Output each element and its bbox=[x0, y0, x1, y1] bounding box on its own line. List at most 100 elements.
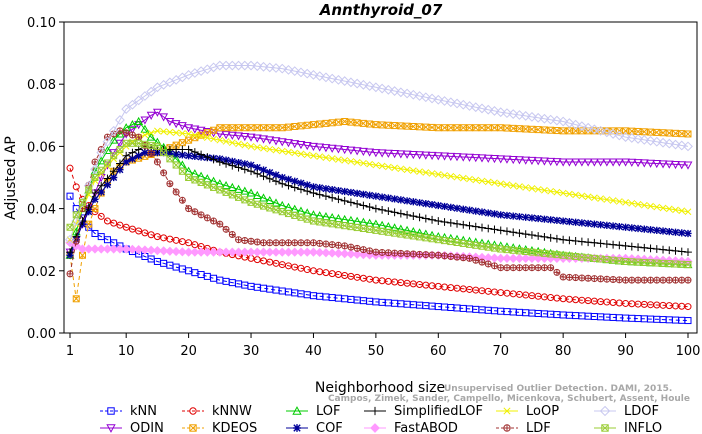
point-inflo-15-cross bbox=[154, 143, 161, 150]
point-inflo-57-cross bbox=[416, 233, 423, 241]
point-ldof-38 bbox=[296, 67, 306, 78]
point-fastabod-11 bbox=[127, 244, 138, 254]
point-kdeos-40-cross bbox=[310, 121, 317, 128]
point-simplifiedlof-24 bbox=[209, 155, 218, 164]
point-loop-91 bbox=[628, 199, 636, 207]
point-simplifiedlof-97 bbox=[665, 246, 674, 255]
point-simplifiedlof-67 bbox=[478, 223, 486, 232]
point-odin-53 bbox=[390, 150, 400, 159]
point-loop-34 bbox=[272, 146, 280, 154]
point-lof-8 bbox=[109, 135, 119, 144]
point-ldf-39-plus bbox=[304, 239, 311, 246]
series-inflo bbox=[66, 139, 692, 269]
point-fastabod-42 bbox=[321, 248, 331, 258]
point-odin-87 bbox=[602, 158, 612, 167]
point-loop-84 bbox=[584, 193, 592, 201]
point-ldf-56-plus bbox=[410, 251, 417, 258]
legend-marker-loop bbox=[503, 407, 511, 415]
point-ldof-40 bbox=[308, 69, 319, 80]
point-inflo-94-cross bbox=[647, 259, 654, 267]
point-simplifiedlof-1 bbox=[66, 248, 74, 257]
point-inflo-72-cross bbox=[509, 246, 517, 254]
point-ldof-91 bbox=[626, 133, 637, 143]
point-knn-19 bbox=[178, 265, 186, 273]
point-ldof-11 bbox=[127, 99, 138, 110]
point-kdeos-2 bbox=[72, 295, 80, 303]
point-odin-51 bbox=[377, 149, 387, 158]
point-lof-26 bbox=[221, 180, 231, 190]
point-inflo-60-cross bbox=[434, 236, 442, 244]
point-cof-65 bbox=[465, 206, 474, 214]
point-simplifiedlof-41 bbox=[315, 190, 324, 199]
point-loop-69 bbox=[491, 179, 498, 187]
point-simplifiedlof-23 bbox=[203, 153, 212, 161]
point-cof-76 bbox=[534, 214, 542, 223]
point-odin-49 bbox=[365, 148, 375, 157]
point-ldof-76 bbox=[533, 112, 544, 123]
point-simplifiedlof-20 bbox=[184, 145, 193, 154]
point-cof-18 bbox=[172, 150, 180, 158]
point-kdeos-73-cross bbox=[516, 125, 523, 133]
point-inflo-99-cross bbox=[678, 260, 686, 268]
point-fastabod-4 bbox=[84, 244, 94, 254]
point-odin-13 bbox=[140, 116, 150, 125]
point-fastabod-75 bbox=[527, 253, 537, 263]
legend-marker-knnw bbox=[189, 407, 197, 415]
point-kdeos-56-cross bbox=[409, 123, 417, 130]
point-simplifiedlof-11 bbox=[128, 148, 137, 157]
point-inflo-25-cross bbox=[216, 186, 224, 194]
point-loop-40 bbox=[310, 152, 317, 160]
point-simplifiedlof-40 bbox=[309, 189, 318, 197]
point-ldf-69-plus bbox=[491, 262, 498, 269]
point-cof-10 bbox=[122, 158, 130, 166]
point-knnw-2 bbox=[72, 183, 80, 191]
point-knn-1 bbox=[66, 192, 74, 200]
point-cof-47 bbox=[353, 189, 361, 197]
point-odin-39 bbox=[302, 141, 312, 151]
point-ldof-36 bbox=[283, 64, 294, 75]
point-loop-99 bbox=[678, 207, 686, 215]
point-simplifiedlof-50 bbox=[371, 204, 380, 213]
point-odin-21 bbox=[190, 125, 200, 134]
point-ldf-28-plus bbox=[235, 236, 242, 243]
point-fastabod-73 bbox=[514, 253, 525, 263]
point-odin-77 bbox=[539, 157, 549, 166]
point-lof-58 bbox=[421, 229, 431, 238]
point-ldof-31 bbox=[252, 61, 263, 72]
point-fastabod-28 bbox=[233, 247, 244, 257]
point-ldof-60 bbox=[433, 94, 444, 105]
point-loop-37 bbox=[291, 149, 299, 157]
point-kdeos-52-cross bbox=[385, 121, 392, 129]
point-simplifiedlof-52 bbox=[384, 207, 393, 215]
point-loop-39 bbox=[303, 151, 311, 159]
point-ldof-54 bbox=[395, 87, 406, 98]
point-knnw-7 bbox=[103, 217, 111, 225]
point-ldof-90 bbox=[620, 132, 631, 142]
point-ldf-73-plus bbox=[516, 264, 523, 271]
point-loop-44 bbox=[335, 156, 342, 163]
point-kdeos-38-cross bbox=[297, 122, 305, 130]
point-inflo-17-cross bbox=[166, 155, 174, 163]
point-lof-55 bbox=[402, 225, 412, 234]
point-ldf-99-plus bbox=[678, 277, 685, 284]
point-ldf-24-plus bbox=[210, 218, 217, 225]
point-cof-77 bbox=[540, 215, 549, 223]
y-axis-label: Adjusted AP bbox=[3, 136, 19, 220]
point-kdeos-67-cross bbox=[478, 124, 486, 132]
point-ldof-88 bbox=[608, 129, 618, 139]
point-inflo-71-cross bbox=[503, 246, 511, 254]
point-ldf-87-plus bbox=[603, 276, 610, 283]
point-loop-48 bbox=[360, 159, 367, 167]
credit-text-line1: Unsupervised Outlier Detection. DAMI, 20… bbox=[444, 384, 672, 394]
point-odin-56 bbox=[408, 150, 418, 160]
legend-label-lof: LOF bbox=[316, 404, 341, 419]
point-ldof-10 bbox=[121, 104, 132, 114]
point-ldf-79-plus bbox=[553, 269, 560, 276]
legend-label-loop: LoOP bbox=[526, 404, 559, 419]
legend-marker-kdeos bbox=[189, 424, 197, 432]
point-kdeos-70-cross bbox=[497, 124, 505, 132]
point-cof-46 bbox=[347, 188, 355, 197]
point-simplifiedlof-4 bbox=[84, 203, 93, 211]
point-kdeos-59-cross bbox=[428, 124, 436, 131]
point-fastabod-71 bbox=[502, 253, 512, 263]
